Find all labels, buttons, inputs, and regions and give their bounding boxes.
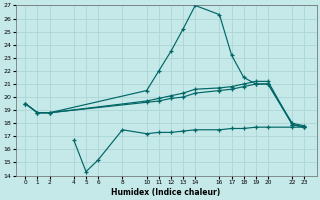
X-axis label: Humidex (Indice chaleur): Humidex (Indice chaleur) [111,188,221,197]
